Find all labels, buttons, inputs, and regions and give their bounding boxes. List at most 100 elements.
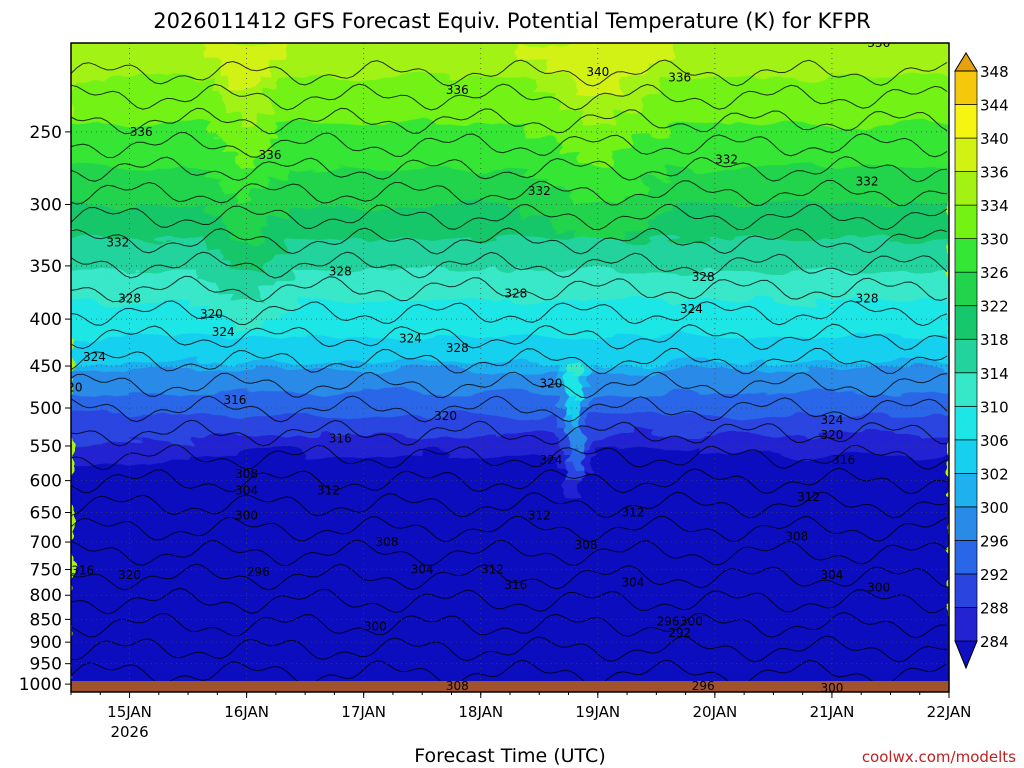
field-cell — [517, 429, 527, 438]
field-cell — [685, 249, 695, 262]
field-cell — [174, 377, 184, 387]
field-cell — [421, 480, 431, 488]
field-cell — [110, 462, 120, 470]
field-cell — [732, 415, 742, 424]
field-cell — [573, 336, 583, 347]
field-cell — [852, 260, 862, 272]
field-cell — [677, 449, 687, 457]
field-cell — [493, 393, 503, 402]
field-cell — [421, 370, 431, 379]
field-cell — [110, 480, 120, 488]
field-cell — [270, 486, 280, 494]
field-cell — [725, 270, 734, 283]
field-cell — [126, 138, 136, 154]
field-cell — [182, 429, 192, 438]
field-cell — [629, 60, 639, 79]
field-cell — [884, 319, 894, 330]
field-cell — [485, 260, 495, 272]
field-cell — [86, 152, 96, 168]
field-cell — [222, 474, 232, 482]
field-cell — [748, 415, 758, 424]
field-cell — [110, 328, 120, 338]
field-cell — [365, 270, 375, 283]
field-cell — [413, 179, 423, 194]
field-cell — [725, 319, 734, 330]
field-cell — [669, 300, 679, 311]
field-cell — [357, 455, 367, 464]
field-cell — [230, 300, 240, 311]
field-cell — [102, 328, 112, 338]
field-cell — [844, 166, 854, 181]
field-cell — [525, 345, 535, 355]
field-cell — [373, 455, 383, 464]
field-cell — [198, 290, 208, 302]
field-cell — [517, 60, 527, 79]
field-cell — [661, 345, 671, 355]
field-cell — [381, 77, 391, 95]
field-cell — [262, 455, 272, 464]
field-cell — [78, 328, 88, 338]
field-cell — [461, 179, 471, 194]
field-cell — [589, 166, 599, 181]
field-cell — [333, 422, 343, 431]
field-cell — [461, 109, 471, 126]
field-cell — [908, 336, 918, 347]
field-cell — [557, 422, 567, 431]
field-cell — [238, 300, 248, 311]
field-cell — [118, 486, 128, 494]
field-cell — [309, 408, 319, 417]
field-cell — [772, 385, 782, 395]
field-cell — [166, 370, 176, 379]
field-cell — [844, 152, 854, 168]
field-cell — [373, 77, 383, 95]
field-cell — [876, 408, 886, 417]
field-cell — [142, 442, 152, 451]
field-cell — [469, 227, 479, 241]
field-cell — [333, 204, 343, 218]
field-cell — [110, 239, 120, 251]
field-cell — [78, 408, 88, 417]
field-cell — [413, 249, 423, 262]
field-cell — [182, 400, 192, 410]
field-cell — [94, 152, 104, 168]
field-cell — [541, 353, 551, 363]
field-cell — [477, 422, 487, 431]
field-cell — [756, 319, 766, 330]
field-cell — [557, 480, 567, 488]
field-cell — [860, 353, 870, 363]
field-cell — [286, 429, 295, 438]
field-cell — [198, 43, 208, 62]
field-cell — [661, 353, 671, 363]
field-cell — [381, 93, 391, 111]
field-cell — [246, 462, 256, 470]
field-cell — [581, 43, 591, 62]
field-cell — [852, 345, 862, 355]
field-cell — [844, 260, 854, 272]
field-cell — [214, 109, 224, 126]
field-cell — [182, 249, 192, 262]
field-cell — [206, 429, 216, 438]
field-cell — [461, 281, 471, 292]
field-cell — [461, 192, 471, 206]
field-cell — [637, 370, 647, 379]
field-cell — [238, 152, 248, 168]
field-cell — [325, 393, 335, 402]
field-cell — [892, 77, 902, 95]
field-cell — [525, 429, 535, 438]
field-cell — [549, 361, 559, 372]
field-cell — [844, 385, 854, 395]
field-cell — [557, 60, 567, 79]
field-cell — [693, 462, 703, 470]
field-cell — [142, 152, 152, 168]
field-cell — [485, 192, 495, 206]
field-cell — [309, 93, 319, 111]
field-cell — [669, 462, 679, 470]
field-cell — [748, 138, 758, 154]
field-cell — [932, 436, 942, 444]
field-cell — [158, 281, 168, 292]
field-cell — [709, 370, 719, 379]
field-cell — [597, 77, 607, 95]
field-cell — [589, 422, 599, 431]
field-cell — [493, 436, 503, 444]
field-cell — [748, 328, 758, 338]
